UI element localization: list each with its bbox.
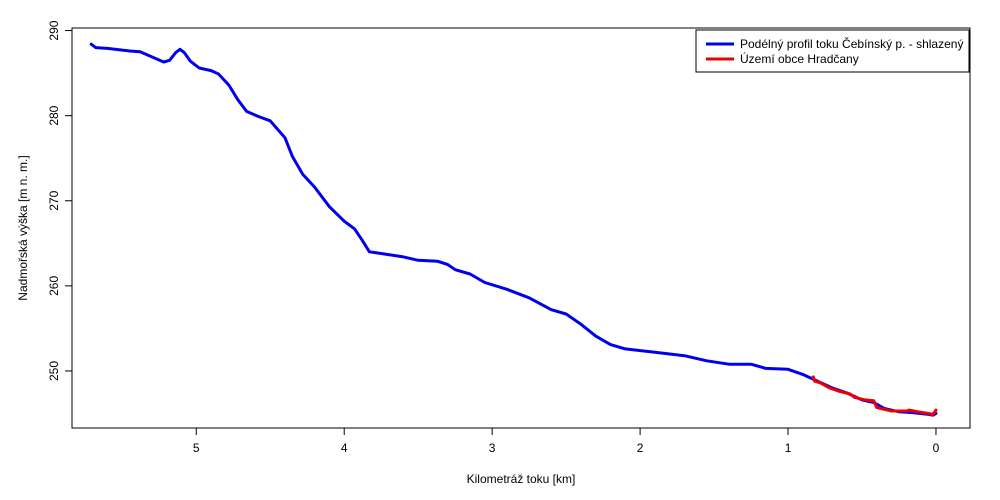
x-tick-label-0: 0 xyxy=(933,441,940,455)
x-tick-label-3: 3 xyxy=(489,441,496,455)
series-line-hradcany xyxy=(811,375,938,416)
x-axis: 5 4 3 2 1 0 xyxy=(193,428,940,455)
y-tick-label-270: 270 xyxy=(47,190,61,210)
x-axis-label: Kilometráž toku [km] xyxy=(467,472,576,486)
y-tick-label-280: 280 xyxy=(47,105,61,125)
plot-area-frame xyxy=(71,27,971,429)
legend: Podélný profil toku Čebínský p. - shlaze… xyxy=(695,29,970,73)
y-tick-label-260: 260 xyxy=(47,276,61,296)
series-line-profile xyxy=(89,42,938,417)
x-tick-label-4: 4 xyxy=(341,441,348,455)
series-layer xyxy=(89,42,938,417)
x-tick-label-2: 2 xyxy=(637,441,644,455)
y-tick-label-250: 250 xyxy=(47,361,61,381)
legend-frame xyxy=(695,29,970,73)
legend-label-profile: Podélný profil toku Čebínský p. - shlaze… xyxy=(740,36,963,51)
legend-label-hradcany: Území obce Hradčany xyxy=(740,51,859,66)
y-axis: 250 260 270 280 290 xyxy=(47,20,72,381)
y-tick-label-290: 290 xyxy=(47,20,61,40)
y-axis-label: Nadmořská výška [m n. m.] xyxy=(16,155,30,300)
x-tick-label-5: 5 xyxy=(193,441,200,455)
x-tick-label-1: 1 xyxy=(785,441,792,455)
